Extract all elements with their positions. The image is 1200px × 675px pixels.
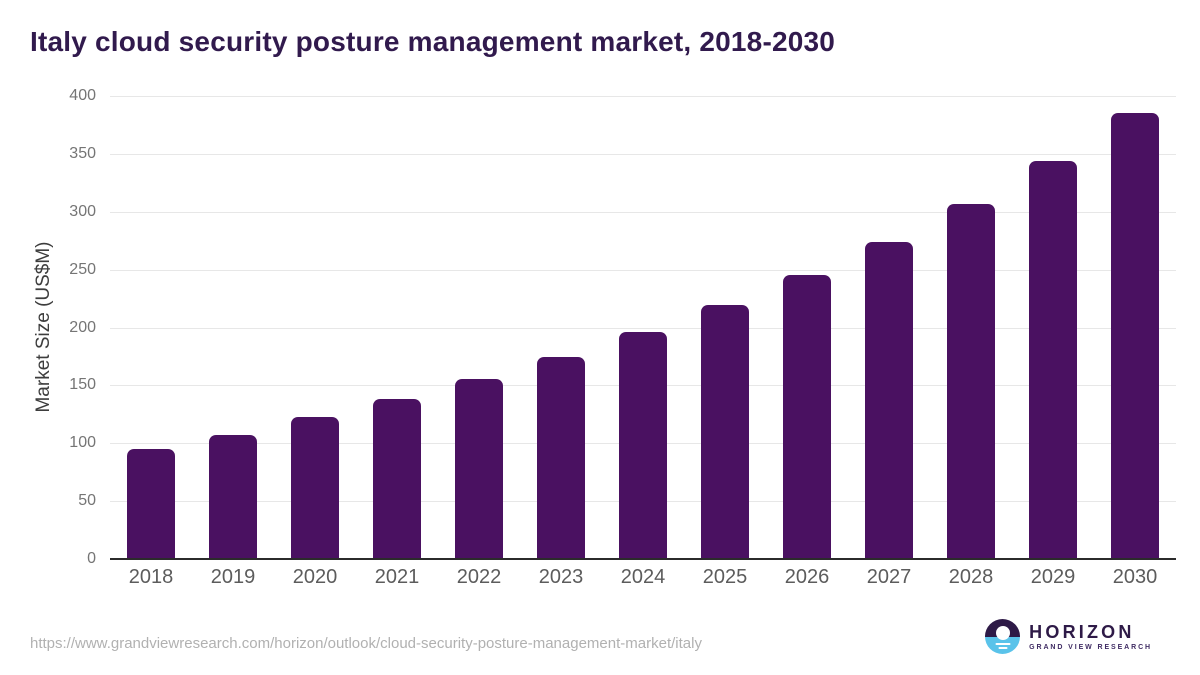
bar-slot-2020 — [274, 96, 356, 559]
bar-2022 — [455, 379, 503, 559]
x-tick-2023: 2023 — [538, 566, 584, 588]
horizon-logo: HORIZON GRAND VIEW RESEARCH — [985, 619, 1152, 654]
bar-series — [110, 96, 1176, 559]
x-tick-2018: 2018 — [128, 566, 174, 588]
x-tick-2025: 2025 — [702, 566, 748, 588]
x-tick-2029: 2029 — [1030, 566, 1076, 588]
logo-text: HORIZON GRAND VIEW RESEARCH — [1029, 623, 1152, 651]
x-axis-tick-labels: 2018 2019 2020 2021 2022 2023 2024 2025 2026 2027… — [110, 566, 1176, 589]
x-tick-2021: 2021 — [374, 566, 420, 588]
water-ripple-icon — [995, 643, 1011, 645]
bar-2023 — [537, 357, 585, 559]
bar-slot-2018 — [110, 96, 192, 559]
bar-2018 — [127, 449, 175, 559]
gridline-250 — [110, 269, 1176, 271]
plot-area: 0 50 100 150 200 250 300 350 400 2018 2019 2020 202… — [69, 87, 1176, 588]
y-tick-250: 250 — [69, 260, 96, 278]
bar-slot-2022 — [438, 96, 520, 559]
bar-2026 — [783, 275, 831, 559]
bar-2020 — [291, 417, 339, 559]
y-tick-0: 0 — [87, 550, 96, 567]
x-tick-2019: 2019 — [210, 566, 256, 588]
bar-slot-2027 — [848, 96, 930, 559]
x-tick-2028: 2028 — [948, 566, 994, 588]
sun-icon — [995, 626, 1010, 640]
bar-slot-2028 — [930, 96, 1012, 559]
bar-2025 — [701, 304, 749, 559]
bar-2021 — [373, 399, 421, 559]
x-tick-2026: 2026 — [784, 566, 830, 588]
gridline-350 — [110, 153, 1176, 155]
x-tick-2027: 2027 — [866, 566, 912, 588]
x-tick-2022: 2022 — [456, 566, 502, 588]
bar-2028 — [947, 204, 995, 559]
footer: https://www.grandviewresearch.com/horizo… — [0, 613, 1200, 675]
gridline-200 — [110, 327, 1176, 329]
bar-2024 — [619, 332, 667, 559]
bar-2019 — [209, 435, 257, 559]
logo-name: HORIZON — [1029, 621, 1135, 642]
bar-slot-2019 — [192, 96, 274, 559]
horizon-sunrise-icon — [985, 619, 1021, 654]
source-url: https://www.grandviewresearch.com/horizo… — [30, 635, 702, 652]
y-tick-400: 400 — [69, 87, 96, 104]
gridline-300 — [110, 211, 1176, 213]
bar-2029 — [1029, 161, 1077, 559]
bar-2027 — [865, 241, 913, 559]
y-tick-350: 350 — [69, 144, 96, 162]
bar-slot-2029 — [1012, 96, 1094, 559]
bar-slot-2026 — [766, 96, 848, 559]
bar-slot-2024 — [602, 96, 684, 559]
y-tick-100: 100 — [69, 434, 96, 452]
gridline-400 — [110, 96, 1176, 97]
bar-2030 — [1111, 113, 1159, 559]
y-tick-200: 200 — [69, 318, 96, 336]
logo-subtitle: GRAND VIEW RESEARCH — [1029, 643, 1152, 651]
x-axis-line — [110, 558, 1176, 560]
y-tick-300: 300 — [69, 202, 96, 220]
x-tick-2030: 2030 — [1112, 566, 1158, 588]
bar-slot-2030 — [1094, 96, 1176, 559]
y-tick-150: 150 — [69, 376, 96, 394]
y-tick-50: 50 — [78, 492, 96, 510]
x-tick-2024: 2024 — [620, 566, 666, 588]
bar-slot-2025 — [684, 96, 766, 559]
bar-slot-2023 — [520, 96, 602, 559]
chart-title: Italy cloud security posture management … — [30, 26, 836, 57]
water-ripple-icon — [998, 647, 1008, 649]
bar-slot-2021 — [356, 96, 438, 559]
x-tick-2020: 2020 — [292, 566, 338, 588]
